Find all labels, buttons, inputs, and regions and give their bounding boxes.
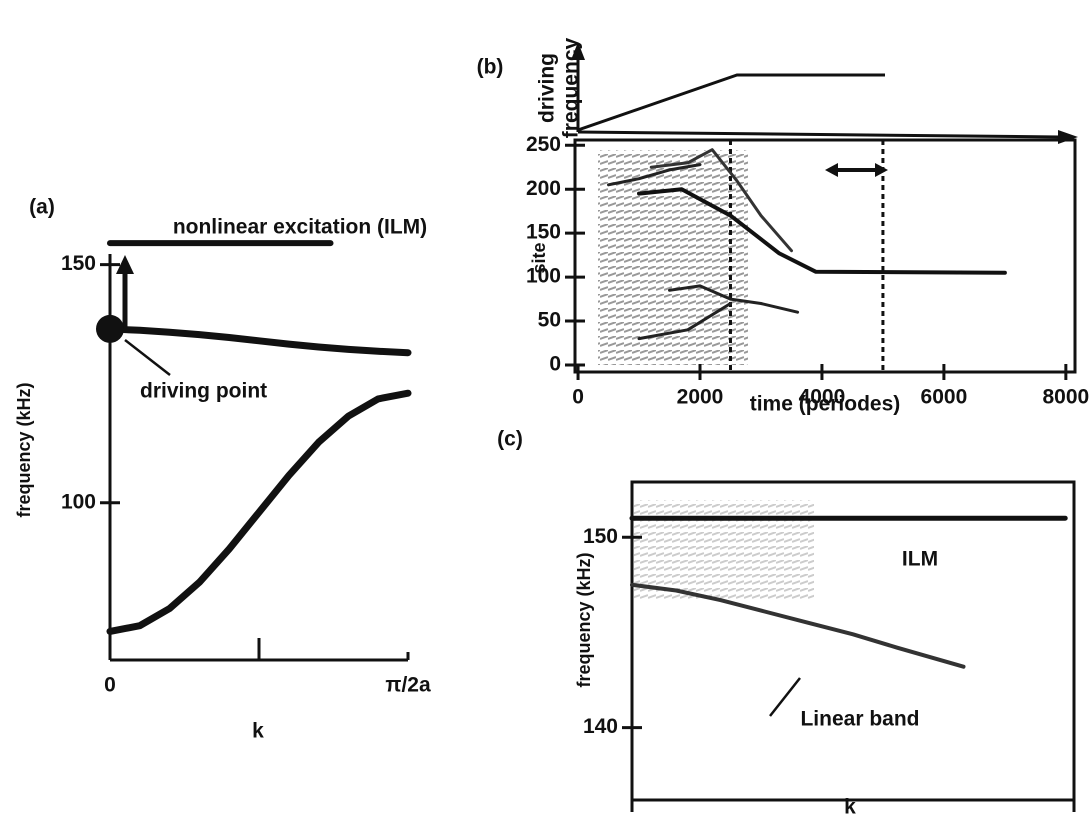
series-line <box>106 325 412 357</box>
y-tick-label: 150 <box>61 252 96 275</box>
series-line <box>630 582 966 669</box>
y-tick-label: 150 <box>526 221 561 244</box>
series-line <box>607 163 702 187</box>
y-tick-label: 100 <box>526 265 561 288</box>
arrow-head <box>825 163 888 177</box>
top-axis-label: frequency <box>560 38 583 139</box>
arrow-head <box>116 255 134 274</box>
y-axis-label: frequency (kHz) <box>574 552 594 687</box>
x-tick-label: 0 <box>572 386 584 409</box>
point-label: driving point <box>140 380 267 403</box>
y-axis-label: site <box>529 242 549 273</box>
annotation: Linear band <box>800 708 919 731</box>
x-axis-label: k <box>252 720 264 743</box>
series-line <box>649 148 793 253</box>
panel-label: (b) <box>477 56 504 79</box>
y-axis-label: frequency (kHz) <box>14 382 34 517</box>
plot-frame <box>573 138 1077 374</box>
x-tick-label: 6000 <box>921 386 968 409</box>
axis <box>577 130 1061 139</box>
panel-label: (c) <box>497 428 523 451</box>
x-tick-label: 4000 <box>799 386 846 409</box>
y-tick-label: 200 <box>526 177 561 200</box>
series-line <box>106 389 412 635</box>
x-tick-label: 8000 <box>1042 386 1089 409</box>
annotation: nonlinear excitation (ILM) <box>173 216 427 239</box>
series-line <box>637 187 1007 275</box>
arrow-head <box>571 42 585 60</box>
y-tick-label: 150 <box>583 525 618 548</box>
y-tick-label: 100 <box>61 490 96 513</box>
driving-point <box>96 314 124 343</box>
series-line <box>668 284 800 314</box>
noise-region <box>634 500 814 600</box>
pointer <box>769 677 801 717</box>
x-tick-label: 0 <box>104 674 116 697</box>
plot-frame <box>630 480 1076 802</box>
x-tick-label: π/2a <box>385 674 431 697</box>
x-tick-label: 2000 <box>677 386 724 409</box>
pointer <box>124 339 171 376</box>
x-axis-label: time (periodes) <box>750 393 901 416</box>
noise-region <box>598 150 748 365</box>
y-tick-label: 250 <box>526 133 561 156</box>
y-tick-label: 0 <box>549 353 561 376</box>
x-axis-label: k <box>844 796 856 819</box>
y-tick-label: 50 <box>538 309 561 332</box>
top-axis-label: driving <box>536 53 559 123</box>
series-line <box>637 302 732 341</box>
y-tick-label: 140 <box>583 715 618 738</box>
annotation: ILM <box>902 548 938 571</box>
panel-label: (a) <box>29 196 55 219</box>
ramp <box>577 73 885 132</box>
